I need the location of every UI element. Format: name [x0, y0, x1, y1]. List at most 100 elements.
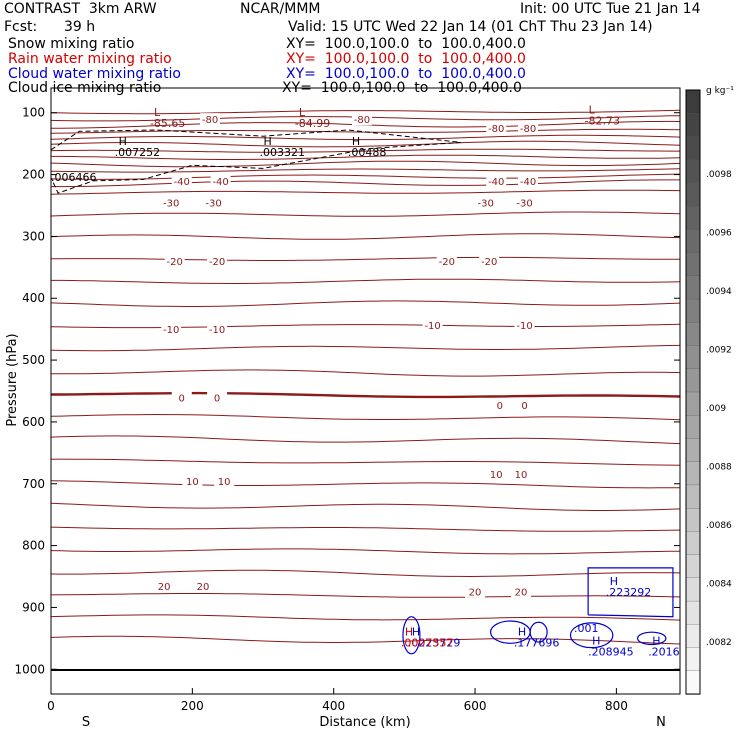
label-bg — [192, 580, 213, 593]
label-bg — [518, 174, 539, 187]
extremum-marker: H — [119, 135, 127, 148]
north-marker: N — [656, 715, 666, 730]
isotherm-label: 10 — [515, 470, 528, 481]
label-bg — [518, 121, 539, 134]
extremum-value: -85.65 — [150, 117, 185, 130]
isotherm-line — [50, 300, 681, 307]
label-bg — [351, 113, 372, 126]
isotherm-label: -30 — [516, 199, 532, 210]
south-marker: S — [82, 715, 90, 730]
label-bg — [214, 474, 235, 487]
isotherm-line — [50, 344, 681, 352]
isotherm-line — [50, 569, 681, 578]
isotherm-line — [50, 160, 681, 168]
isotherm-label: 0 — [179, 393, 185, 404]
x-axis-label: Distance (km) — [319, 715, 410, 730]
label-bg — [171, 391, 192, 404]
label-bg — [207, 322, 228, 335]
isotherm-label: -10 — [163, 325, 179, 336]
isotherm-line — [51, 369, 681, 377]
extremum-value: .0223729 — [408, 636, 461, 649]
label-bg — [514, 196, 535, 209]
isotherm-label: -20 — [209, 257, 225, 268]
y-tick-label: 100 — [22, 106, 45, 120]
isotherm-label: -20 — [481, 257, 497, 268]
y-tick-label: 300 — [22, 229, 45, 243]
isotherm-label: -30 — [205, 199, 221, 210]
snow-contour — [50, 129, 461, 194]
y-tick-label: 500 — [22, 353, 45, 367]
isotherm-line — [50, 140, 681, 148]
isotherm-label: -80 — [520, 124, 536, 135]
y-tick-label: 1000 — [14, 662, 45, 676]
isotherm-line — [50, 593, 681, 598]
forecast-hours: 39 h — [64, 19, 96, 35]
isotherm-line — [50, 323, 681, 329]
x-tick-label: 800 — [605, 699, 628, 713]
label-bg — [486, 174, 507, 187]
snow-outline — [50, 129, 461, 194]
plot-frame — [50, 87, 681, 695]
y-tick-label: 400 — [22, 291, 45, 305]
extremum-value: -82.73 — [585, 114, 620, 127]
isotherm-label: -40 — [488, 177, 504, 188]
cloud-water-box-contour — [587, 567, 674, 618]
isotherm-line — [51, 278, 681, 284]
isotherm-line — [50, 109, 681, 115]
label-bg — [203, 196, 224, 209]
label-bg — [161, 196, 182, 209]
isotherm-label: -20 — [439, 257, 455, 268]
label-bg — [486, 468, 507, 481]
extremum-value: .003321 — [259, 146, 305, 159]
isotherm-line — [50, 635, 681, 645]
y-tick-label: 600 — [22, 415, 45, 429]
extremum-marker: H — [652, 635, 660, 648]
isotherm-line — [50, 614, 681, 621]
label-bg — [200, 113, 221, 126]
cloud-water-contour — [402, 616, 421, 655]
isotherm-label: 20 — [158, 582, 171, 593]
isotherm-line — [50, 168, 681, 173]
isotherm-line — [50, 173, 681, 180]
isotherm-label: -10 — [516, 321, 532, 332]
extremum-marker: H — [352, 135, 360, 148]
isotherm-label: -80 — [202, 115, 218, 126]
extremum-value: .208945 — [588, 646, 634, 659]
isotherm-label: 20 — [197, 582, 210, 593]
extremum-marker: H — [592, 635, 600, 648]
isotherm-line — [50, 134, 681, 141]
isotherm-label: 20 — [469, 588, 482, 599]
y-tick-label: 800 — [22, 539, 45, 553]
isotherm-line — [50, 189, 681, 195]
y-axis-label: Pressure (hPa) — [5, 333, 20, 426]
isotherm-line — [50, 526, 681, 532]
label-bg — [164, 254, 185, 267]
isotherm-label: -80 — [488, 124, 504, 135]
isotherm-line — [51, 154, 681, 160]
label-bg — [510, 468, 531, 481]
isotherm-label: -40 — [212, 177, 228, 188]
isotherm-label: 0 — [497, 401, 503, 412]
extremum-value: .2016 — [648, 646, 680, 659]
label-bg — [436, 254, 457, 267]
isotherm-line — [50, 413, 681, 421]
isotherm-label: -30 — [477, 199, 493, 210]
extremum-value: .0007557 — [401, 636, 454, 649]
extremum-value: .177696 — [514, 636, 560, 649]
isotherm-label: 0 — [214, 393, 220, 404]
isotherm-label: 20 — [515, 588, 528, 599]
label-bg — [475, 196, 496, 209]
isotherm-line — [50, 256, 680, 261]
isotherm-line — [51, 391, 681, 399]
extremum-marker: L — [589, 103, 596, 116]
temperature-contours — [50, 109, 681, 645]
extremum-value: .006466 — [51, 171, 97, 184]
isotherm-label: -30 — [163, 199, 179, 210]
isotherm-label: -10 — [424, 321, 440, 332]
field-name-cloud-water: Cloud water mixing ratio — [8, 66, 181, 82]
x-tick-label: 600 — [464, 699, 487, 713]
label-bg — [207, 254, 228, 267]
isotherm-label: -10 — [209, 325, 225, 336]
isotherm-line — [50, 502, 681, 511]
isotherm-label: 10 — [186, 477, 199, 488]
